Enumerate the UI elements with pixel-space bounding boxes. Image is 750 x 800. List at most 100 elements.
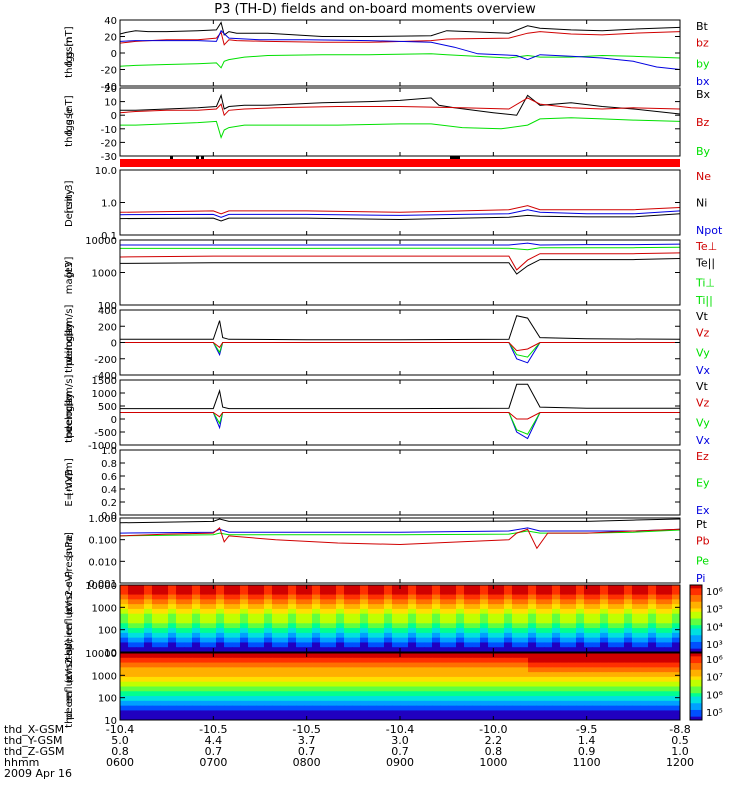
spectrogram-cell	[392, 613, 401, 619]
spectrogram-cell	[400, 715, 409, 721]
spectrogram-cell	[536, 594, 545, 600]
spectrogram-cell	[176, 604, 185, 610]
colorbar-segment	[690, 615, 702, 619]
spectrogram-cell	[128, 594, 137, 600]
spectrogram-cell	[344, 623, 353, 629]
spectrogram-cell	[488, 604, 497, 610]
spectrogram-cell	[536, 696, 545, 702]
spectrogram-cell	[672, 623, 681, 629]
spectrogram-cell	[152, 700, 161, 707]
spectrogram-cell	[320, 657, 329, 664]
status-bar-mark	[450, 156, 460, 159]
spectrogram-cell	[568, 681, 577, 687]
spectrogram-cell	[352, 705, 361, 711]
spectrogram-cell	[632, 672, 641, 678]
spectrogram-cell	[192, 647, 201, 653]
spectrogram-cell	[208, 599, 217, 605]
date-label: 2009 Apr 16	[4, 767, 72, 780]
spectrogram-cell	[144, 585, 153, 591]
spectrogram-cell	[568, 608, 577, 615]
spectrogram-cell	[288, 653, 297, 659]
spectrogram-cell	[432, 691, 441, 697]
y-axis-label-line: sr-eV)	[64, 639, 75, 668]
spectrogram-cell	[392, 715, 401, 721]
spectrogram-cell	[320, 710, 329, 716]
spectrogram-cell	[224, 696, 233, 702]
spectrogram-cell	[608, 662, 617, 668]
spectrogram-cell	[560, 589, 569, 596]
spectrogram-cell	[160, 662, 169, 668]
spectrogram-cell	[384, 623, 393, 629]
spectrogram-cell	[336, 653, 345, 659]
spectrogram-cell	[624, 696, 633, 702]
spectrogram-cell	[400, 672, 409, 678]
spectrogram-cell	[152, 628, 161, 634]
panel-frame	[119, 449, 681, 516]
spectrogram-cell	[672, 585, 681, 591]
spectrogram-cell	[272, 672, 281, 678]
spectrogram-cell	[440, 589, 449, 596]
spectrogram-cell	[136, 604, 145, 610]
spectrogram-cell	[376, 623, 385, 629]
spectrogram-cell	[376, 676, 385, 683]
spectrogram-cell	[424, 700, 433, 707]
spectrogram-cell	[640, 628, 649, 634]
spectrogram-cell	[496, 691, 505, 697]
spectrogram-cell	[648, 594, 657, 600]
spectrogram-cell	[128, 623, 137, 629]
spectrogram-cell	[304, 710, 313, 716]
spectrogram-cell	[200, 667, 209, 673]
spectrogram-cell	[600, 589, 609, 596]
spectrogram-cell	[568, 589, 577, 596]
spectrogram-cell	[584, 681, 593, 687]
spectrogram-cell	[120, 599, 129, 605]
spectrogram-cell	[496, 715, 505, 721]
spectrogram-cell	[616, 710, 625, 716]
spectrogram-cell	[120, 705, 129, 711]
spectrogram-cell	[416, 604, 425, 610]
spectrogram-cell	[664, 696, 673, 702]
spectrogram-cell	[664, 710, 673, 716]
spectrogram-cell	[584, 672, 593, 678]
spectrogram-cell	[440, 696, 449, 702]
spectrogram-cell	[304, 599, 313, 605]
spectrogram-cell	[224, 637, 233, 643]
spectrogram-cell	[288, 647, 297, 653]
spectrogram-cell	[536, 642, 545, 648]
spectrogram-cell	[256, 686, 265, 692]
spectrogram-cell	[496, 632, 505, 639]
spectrogram-cell	[224, 710, 233, 716]
spectrogram-cell	[360, 672, 369, 678]
spectrogram-cell	[216, 632, 225, 639]
spectrogram-cell	[488, 618, 497, 624]
spectrogram-cell	[240, 585, 249, 591]
spectrogram-cell	[408, 681, 417, 687]
spectrogram-cell	[280, 642, 289, 648]
spectrogram-cell	[408, 594, 417, 600]
spectrogram-cell	[640, 608, 649, 615]
spectrogram-cell	[248, 653, 257, 659]
spectrogram-cell	[624, 604, 633, 610]
spectrogram-cell	[672, 681, 681, 687]
spectrogram-cell	[120, 589, 129, 596]
spectrogram-cell	[272, 632, 281, 639]
spectrogram-cell	[400, 696, 409, 702]
spectrogram-cell	[152, 715, 161, 721]
spectrogram-cell	[576, 647, 585, 653]
spectrogram-cell	[632, 705, 641, 711]
spectrogram-cell	[584, 618, 593, 624]
spectrogram-cell	[416, 667, 425, 673]
spectrogram-cell	[400, 653, 409, 659]
x-axis-value: 1.4	[578, 734, 596, 747]
spectrogram-cell	[264, 667, 273, 673]
spectrogram-cell	[576, 686, 585, 692]
spectrogram-cell	[200, 637, 209, 643]
colorbar-segment	[690, 716, 702, 721]
spectrogram-cell	[328, 594, 337, 600]
spectrogram-cell	[304, 632, 313, 639]
spectrogram-cell	[408, 623, 417, 629]
spectrogram-cell	[216, 681, 225, 687]
spectrogram-cell	[280, 623, 289, 629]
spectrogram-cell	[560, 632, 569, 639]
spectrogram-cell	[512, 642, 521, 648]
